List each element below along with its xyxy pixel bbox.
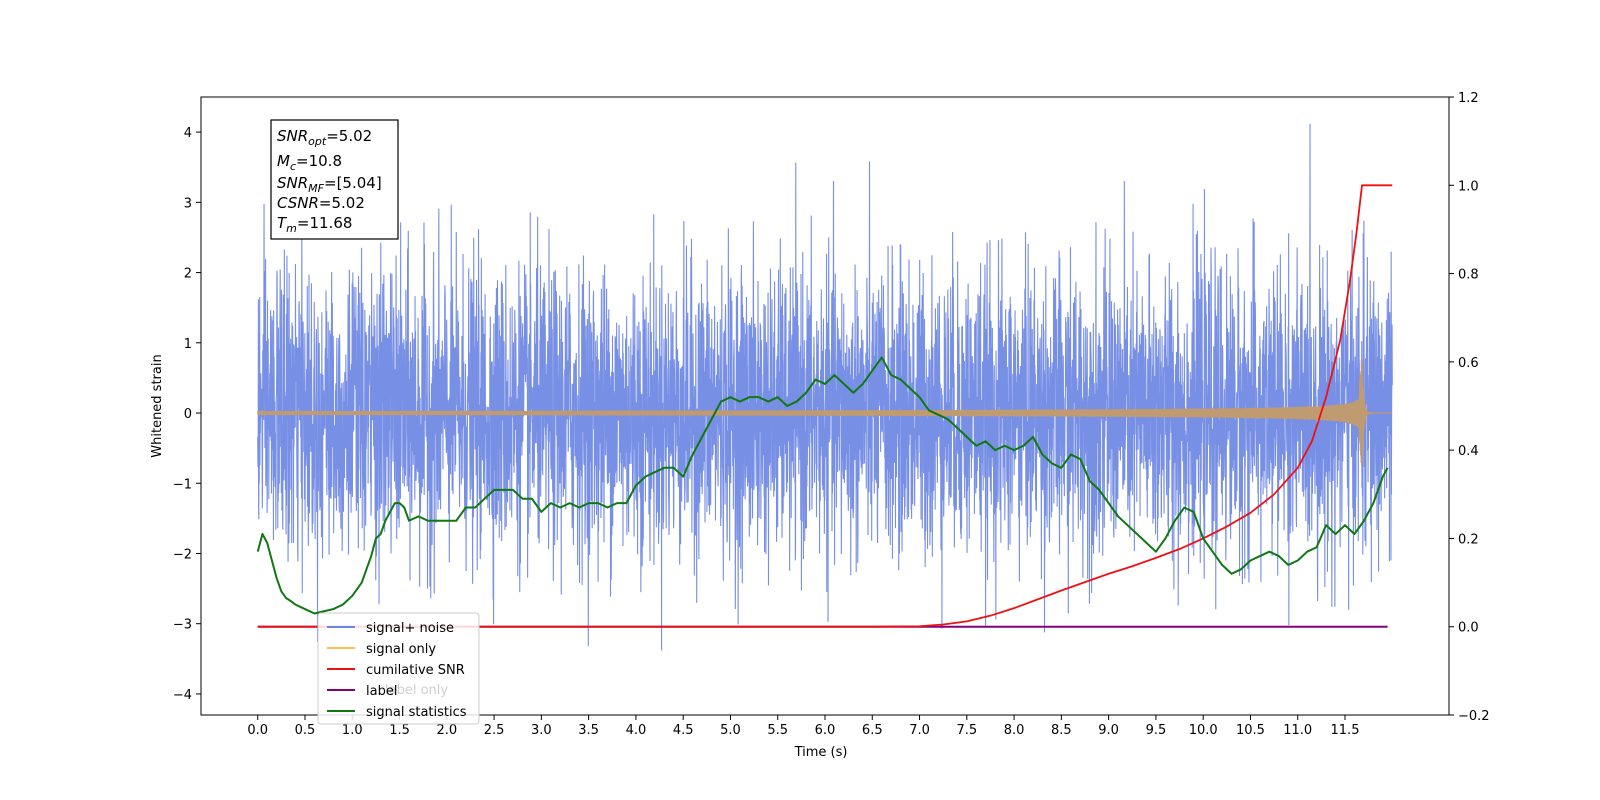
annotation-line: CSNR=5.02 (277, 194, 365, 212)
y-tick-label-right: 0.4 (1458, 444, 1479, 459)
y-tick-label-left: −1 (173, 477, 192, 492)
x-tick-label: 0.5 (295, 723, 316, 738)
series-signal-only (257, 360, 1393, 466)
x-tick-label: 8.5 (1051, 723, 1072, 738)
series-cumulative-snr (257, 184, 1393, 628)
x-tick-label: 0.0 (247, 723, 268, 738)
annotation-subscript: opt (308, 135, 327, 148)
annotation-symbol: T (277, 214, 288, 232)
x-tick-label: 8.0 (1004, 723, 1025, 738)
annotation-symbol: SNR (277, 127, 308, 145)
annotation-line: Mc=10.8 (277, 152, 342, 173)
legend-label: label (366, 684, 397, 699)
y-tick-label-left: −2 (173, 547, 192, 562)
series-signal-statistics (256, 356, 1389, 615)
series-signal-noise (257, 123, 1393, 651)
annotation-line: Tm=11.68 (277, 214, 352, 235)
x-axis-label: Time (s) (794, 745, 848, 760)
x-tick-label: 10.0 (1189, 723, 1218, 738)
y-tick-label-right: 0.2 (1458, 532, 1479, 547)
y-tick-label-right: 0.0 (1458, 621, 1479, 636)
x-tick-label: 2.5 (484, 723, 505, 738)
annotation-symbol: CSNR (277, 194, 319, 212)
legend-label: signal only (366, 642, 436, 657)
x-axis: 0.0 0.5 1.0 1.5 2.0 2.5 3.0 3.5 4.0 4.5 5.0 5.5 6.0 6… (247, 715, 1359, 738)
legend-label: signal statistics (366, 705, 467, 720)
annotation-value: =[5.04] (324, 174, 382, 192)
x-tick-label: 6.0 (815, 723, 836, 738)
y-tick-label-right: 1.2 (1458, 91, 1479, 106)
y-tick-label-left: 1 (184, 337, 192, 352)
y-tick-label-left: −4 (173, 688, 192, 703)
x-tick-label: 11.0 (1283, 723, 1312, 738)
plot-series (256, 123, 1393, 651)
annotation-box: SNRopt=5.02Mc=10.8SNRMF=[5.04]CSNR=5.02T… (270, 119, 399, 240)
x-tick-label: 3.0 (531, 723, 552, 738)
x-tick-label: 5.0 (720, 723, 741, 738)
annotation-symbol: SNR (277, 174, 308, 192)
annotation-value: =5.02 (326, 127, 372, 145)
x-tick-label: 1.5 (389, 723, 410, 738)
y-tick-label-right: 0.6 (1458, 356, 1479, 371)
annotation-line: SNRMF=[5.04] (277, 174, 382, 195)
x-tick-label: 11.5 (1331, 723, 1360, 738)
y-tick-label-left: 0 (184, 407, 192, 422)
annotation-line: SNRopt=5.02 (277, 127, 372, 148)
y-tick-label-left: 4 (184, 126, 192, 141)
y-tick-label-left: 2 (184, 267, 192, 282)
y-axis-left: 4 3 2 1 0 −1 −2 −3 −4 (173, 126, 201, 703)
x-tick-label: 2.0 (436, 723, 457, 738)
legend-hidden-label: label only (385, 683, 448, 698)
x-tick-label: 9.5 (1146, 723, 1167, 738)
annotation-value: =10.8 (296, 152, 342, 170)
x-tick-label: 6.5 (862, 723, 883, 738)
y-tick-label-right: −0.2 (1458, 709, 1490, 724)
x-tick-label: 7.0 (909, 723, 930, 738)
y-tick-label-right: 1.0 (1458, 179, 1479, 194)
annotation-symbol: M (277, 152, 290, 170)
x-tick-label: 9.0 (1098, 723, 1119, 738)
x-tick-label: 10.5 (1236, 723, 1265, 738)
x-tick-label: 4.0 (626, 723, 647, 738)
legend-label: cumilative SNR (366, 663, 465, 678)
annotation-subscript: m (286, 222, 297, 235)
x-tick-label: 3.5 (578, 723, 599, 738)
y-tick-label-right: 0.8 (1458, 268, 1479, 283)
y-tick-label-left: −3 (173, 618, 192, 633)
legend-label: signal+ noise (366, 621, 454, 636)
x-tick-label: 5.5 (767, 723, 788, 738)
x-tick-label: 7.5 (956, 723, 977, 738)
annotation-subscript: MF (308, 182, 324, 195)
annotation-subscript: c (290, 160, 296, 173)
y-axis-right: 1.2 1.0 0.8 0.6 0.4 0.2 0.0 −0.2 (1449, 91, 1490, 724)
legend: label only signal+ noise signal only cumil… (317, 612, 480, 725)
annotation-value: =11.68 (297, 214, 353, 232)
y-tick-label-left: 3 (184, 196, 192, 211)
x-tick-label: 4.5 (673, 723, 694, 738)
x-tick-label: 1.0 (342, 723, 363, 738)
y-axis-label-left: Whitened strain (150, 354, 165, 457)
annotation-value: =5.02 (319, 194, 365, 212)
